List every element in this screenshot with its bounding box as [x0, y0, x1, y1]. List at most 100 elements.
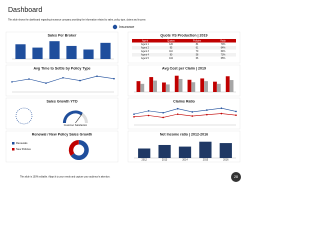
x-tick-label: 2012 [142, 159, 148, 162]
table-row [132, 56, 236, 60]
point [235, 110, 237, 113]
table-cell: 66 [196, 58, 199, 60]
table-row [132, 49, 236, 53]
bar [83, 49, 94, 59]
table-cell: Agent 4 [141, 53, 150, 56]
page-number: 28 [234, 175, 238, 179]
point [96, 75, 98, 77]
panel-title: Net Income ratio | 2012-2016 [160, 132, 208, 136]
bar [174, 75, 179, 92]
panel-title: Sales Growth YTD [46, 99, 77, 103]
table-header [132, 39, 236, 43]
bar [32, 47, 43, 59]
table-cell: Agent 1 [141, 43, 150, 46]
legend-label: Insurance [119, 25, 134, 29]
table-cell: 64% [221, 51, 226, 53]
table-cell: 61 [196, 47, 199, 49]
decor-ring [15, 107, 33, 125]
point [113, 77, 115, 80]
table-cell: 120 [169, 44, 174, 46]
bar [204, 81, 208, 92]
table-cell: 80 [170, 54, 173, 56]
point [28, 78, 30, 80]
panel [5, 130, 119, 163]
footer: This slide is 100% editable. Adapt it to… [20, 176, 111, 179]
bar [200, 78, 205, 92]
table-header-cell: Agent [142, 39, 148, 42]
bar [49, 41, 60, 59]
legend-label: New Policies [16, 147, 32, 151]
table-cell: 65% [221, 58, 226, 60]
table-row [132, 46, 236, 50]
point [191, 111, 194, 113]
point [133, 113, 135, 115]
bar [213, 81, 217, 92]
bar [140, 83, 145, 92]
gauge-label: Customer Satisfaction [64, 124, 88, 127]
legend-swatch [12, 148, 15, 151]
gauge-value [62, 110, 83, 124]
x-tick-label: 2013 [162, 159, 168, 162]
bar [178, 78, 183, 92]
point [176, 107, 179, 110]
table-cell: Agent 3 [141, 50, 150, 53]
subtitle: This slide shows the dashboard regarding… [8, 19, 147, 22]
panel-title: Renewal / New Policy Sales Growth [32, 132, 93, 136]
bar [216, 83, 221, 92]
table-cell: 70% [221, 44, 226, 46]
point [79, 79, 81, 82]
point [220, 112, 223, 115]
bar [100, 42, 111, 59]
table-cell: 64% [221, 47, 226, 49]
panel [5, 64, 119, 97]
legend-label: Renewals [16, 141, 28, 145]
x-tick-label: 2014 [182, 159, 188, 162]
point [220, 107, 223, 109]
point [147, 114, 150, 117]
table-header-cell: Policies [193, 40, 202, 42]
line [133, 107, 237, 115]
x-tick-label: 2016 [223, 159, 229, 162]
bar [225, 76, 230, 92]
point [162, 116, 164, 119]
bar [153, 80, 157, 92]
bar [199, 141, 212, 158]
point [206, 113, 208, 116]
point [147, 110, 150, 112]
bar [138, 148, 151, 158]
table-cell: 70 [196, 51, 199, 53]
bar [178, 146, 192, 158]
bar [136, 81, 141, 92]
table-cell: 110 [169, 51, 173, 53]
point [176, 113, 179, 115]
panel-title: Claims Ratio [173, 99, 196, 103]
bar [162, 82, 166, 92]
point [235, 114, 237, 117]
table-cell: 95 [170, 47, 173, 49]
x-tick-label: 2015 [203, 159, 209, 162]
point [45, 82, 47, 84]
point [206, 109, 208, 111]
bar [66, 45, 77, 59]
bar [15, 44, 26, 59]
page-title: Dashboard [8, 7, 42, 14]
legend-icon [112, 24, 118, 30]
table-cell: 73% [221, 54, 226, 56]
table-cell: 58 [196, 54, 199, 56]
bar [187, 79, 192, 92]
bar [219, 143, 232, 158]
bar [229, 80, 234, 92]
table-cell: Agent 5 [141, 57, 150, 60]
table-row [132, 53, 236, 57]
table-header-cell: Quotes [167, 39, 175, 42]
point [162, 111, 164, 114]
panel [127, 64, 241, 97]
legend-swatch [12, 142, 15, 145]
bar [158, 144, 171, 158]
panel-title: Quote VS Production | 2019 [160, 33, 207, 37]
panel-title: Sales Per Broker [48, 33, 77, 37]
table-cell: 84 [196, 44, 199, 46]
dashboard: Dashboard This slide shows the dashboard… [5, 7, 241, 182]
point [11, 81, 13, 83]
panel-title: Avg Time to Settle by Policy Type [33, 66, 90, 70]
